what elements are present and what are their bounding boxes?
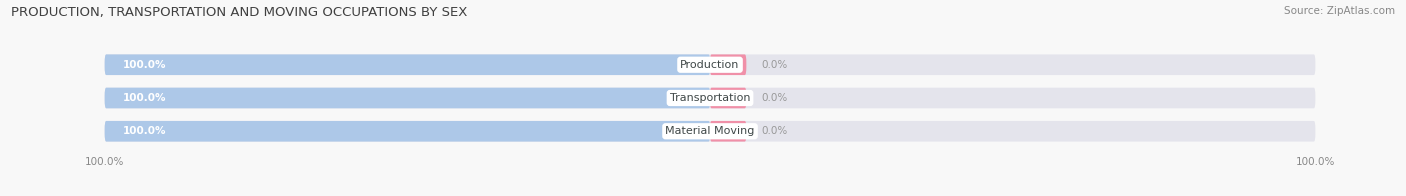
FancyBboxPatch shape <box>104 121 710 142</box>
Text: Material Moving: Material Moving <box>665 126 755 136</box>
Text: 100.0%: 100.0% <box>122 93 166 103</box>
Text: Production: Production <box>681 60 740 70</box>
FancyBboxPatch shape <box>104 54 710 75</box>
FancyBboxPatch shape <box>104 88 1316 108</box>
FancyBboxPatch shape <box>710 121 747 142</box>
Text: 0.0%: 0.0% <box>762 126 787 136</box>
Text: PRODUCTION, TRANSPORTATION AND MOVING OCCUPATIONS BY SEX: PRODUCTION, TRANSPORTATION AND MOVING OC… <box>11 6 468 19</box>
FancyBboxPatch shape <box>104 121 1316 142</box>
Text: 0.0%: 0.0% <box>762 60 787 70</box>
Text: 100.0%: 100.0% <box>122 60 166 70</box>
Text: 100.0%: 100.0% <box>122 126 166 136</box>
Text: 0.0%: 0.0% <box>762 93 787 103</box>
Text: Transportation: Transportation <box>669 93 751 103</box>
Text: Source: ZipAtlas.com: Source: ZipAtlas.com <box>1284 6 1395 16</box>
FancyBboxPatch shape <box>710 88 747 108</box>
FancyBboxPatch shape <box>710 54 747 75</box>
FancyBboxPatch shape <box>104 54 1316 75</box>
FancyBboxPatch shape <box>104 88 710 108</box>
